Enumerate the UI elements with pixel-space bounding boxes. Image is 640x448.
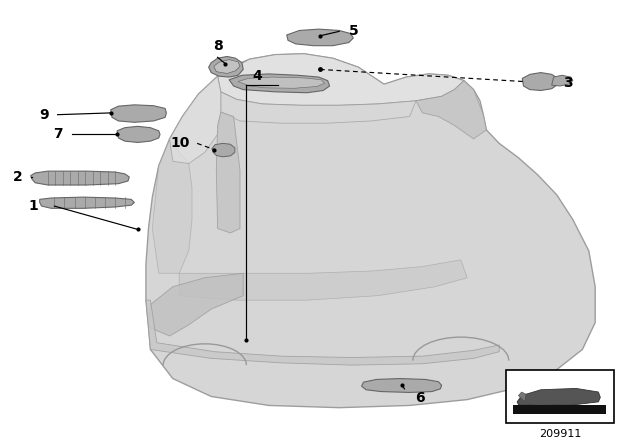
Text: 7: 7 xyxy=(53,127,63,142)
Polygon shape xyxy=(517,388,600,405)
Text: 9: 9 xyxy=(39,108,49,122)
Text: 4: 4 xyxy=(253,69,262,83)
Text: 209911: 209911 xyxy=(539,429,581,439)
Polygon shape xyxy=(214,60,240,73)
Polygon shape xyxy=(117,126,160,142)
Polygon shape xyxy=(552,75,573,86)
Text: 2: 2 xyxy=(13,170,23,185)
Text: 10: 10 xyxy=(170,136,189,151)
Polygon shape xyxy=(216,112,240,233)
Polygon shape xyxy=(146,300,499,365)
Bar xyxy=(513,405,606,414)
Polygon shape xyxy=(31,171,129,185)
Polygon shape xyxy=(522,73,558,90)
Polygon shape xyxy=(518,392,526,402)
Polygon shape xyxy=(416,81,486,139)
Polygon shape xyxy=(229,74,330,93)
Polygon shape xyxy=(362,379,442,392)
Polygon shape xyxy=(209,56,243,77)
Polygon shape xyxy=(212,143,235,157)
Text: 5: 5 xyxy=(349,24,358,39)
Polygon shape xyxy=(40,197,134,208)
Polygon shape xyxy=(287,29,353,46)
Polygon shape xyxy=(111,105,166,122)
Polygon shape xyxy=(221,92,416,123)
Text: 8: 8 xyxy=(212,39,223,53)
Polygon shape xyxy=(238,77,324,88)
Text: 6: 6 xyxy=(415,391,424,405)
Text: 1: 1 xyxy=(29,199,38,213)
Polygon shape xyxy=(152,139,192,273)
Polygon shape xyxy=(148,273,243,336)
Polygon shape xyxy=(146,54,595,408)
Polygon shape xyxy=(179,260,467,300)
Text: 3: 3 xyxy=(563,76,573,90)
Polygon shape xyxy=(170,76,221,164)
Polygon shape xyxy=(218,54,464,105)
Bar xyxy=(506,370,614,423)
